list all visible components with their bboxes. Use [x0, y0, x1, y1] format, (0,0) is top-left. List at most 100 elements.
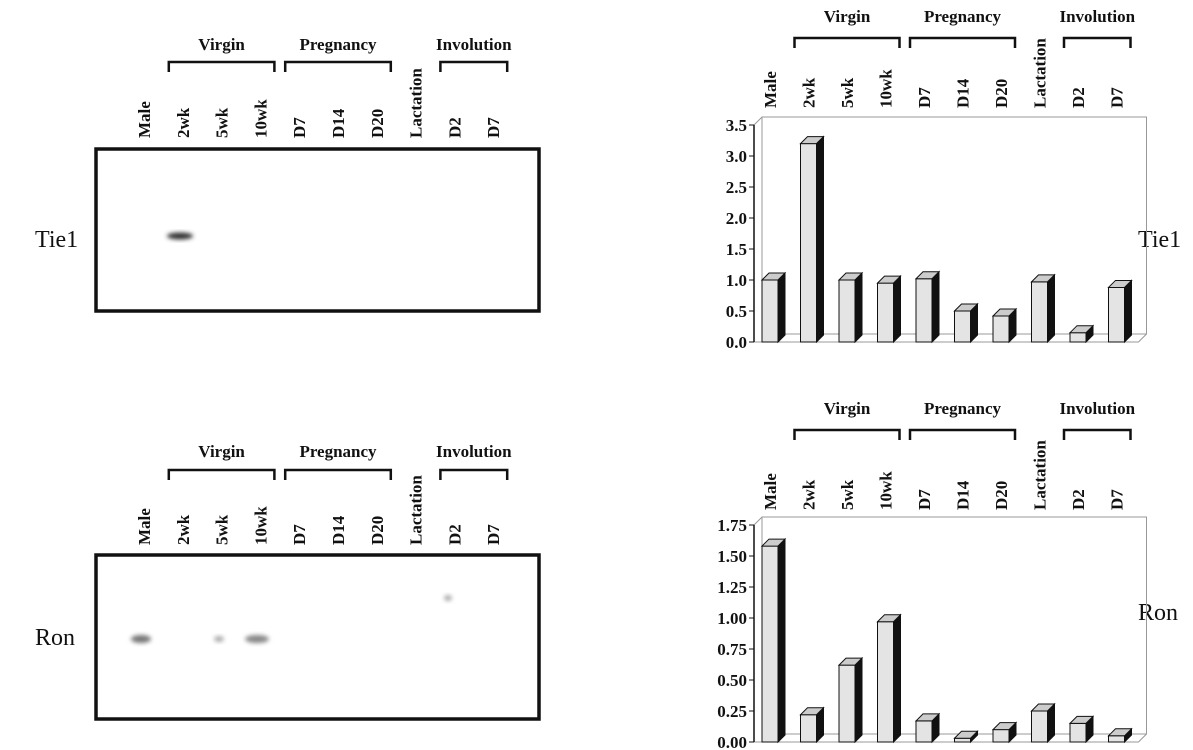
bar — [1032, 282, 1048, 342]
group-label: Involution — [436, 442, 512, 461]
group-bracket — [1064, 430, 1131, 440]
lane-label: Lactation — [407, 68, 426, 138]
lane-label: 10wk — [251, 506, 270, 545]
bar — [1109, 736, 1125, 742]
bar — [993, 730, 1009, 742]
lane-label: D14 — [329, 515, 348, 545]
group-bracket — [910, 38, 1015, 48]
lane-label: D20 — [368, 516, 387, 545]
group-label: Pregnancy — [299, 35, 377, 54]
lane-label: D7 — [484, 117, 503, 138]
lane-label: D2 — [445, 524, 464, 545]
group-bracket — [169, 470, 275, 480]
bar-side — [778, 539, 785, 742]
group-label: Pregnancy — [924, 7, 1002, 26]
lane-label: D2 — [1069, 489, 1088, 510]
lane-label: 10wk — [877, 471, 896, 510]
group-bracket — [795, 430, 900, 440]
y-tick-label: 0.50 — [717, 671, 747, 690]
lane-label: D7 — [290, 524, 309, 545]
group-label: Pregnancy — [299, 442, 377, 461]
bar — [916, 279, 932, 342]
lane-label: D7 — [1108, 87, 1127, 108]
lane-label: Male — [761, 473, 780, 510]
bar-side — [1125, 280, 1132, 342]
bar-side — [778, 273, 785, 342]
group-bracket — [440, 62, 507, 72]
group-label: Virgin — [824, 399, 871, 418]
group-label: Virgin — [198, 35, 245, 54]
lane-label: D14 — [954, 78, 973, 108]
bar — [1032, 711, 1048, 742]
lane-label: D7 — [1108, 489, 1127, 510]
bar-side — [855, 273, 862, 342]
lane-label: D7 — [290, 117, 309, 138]
lane-label: D7 — [484, 524, 503, 545]
bar — [916, 721, 932, 742]
bar — [839, 280, 855, 342]
lane-label: Lactation — [407, 475, 426, 545]
bar — [839, 665, 855, 742]
y-tick-label: 1.25 — [717, 578, 747, 597]
lane-label: 10wk — [251, 99, 270, 138]
group-bracket — [910, 430, 1015, 440]
lane-label: D20 — [992, 79, 1011, 108]
lane-label: D2 — [445, 117, 464, 138]
lane-label: 5wk — [838, 479, 857, 510]
lane-label: 2wk — [174, 107, 193, 138]
blot-band — [444, 595, 452, 601]
group-label: Pregnancy — [924, 399, 1002, 418]
bar — [762, 280, 778, 342]
bar — [878, 622, 894, 742]
y-tick-label: 1.0 — [726, 271, 747, 290]
bar — [1109, 287, 1125, 342]
lane-label: D7 — [915, 489, 934, 510]
y-tick-label: 0.00 — [717, 733, 747, 750]
row-label: Tie1 — [35, 227, 78, 253]
blot-band — [167, 233, 193, 240]
group-bracket — [169, 62, 275, 72]
bar — [1070, 333, 1086, 342]
group-bracket — [285, 470, 391, 480]
lane-label: D20 — [992, 481, 1011, 510]
bar-side — [932, 272, 939, 342]
group-label: Involution — [1059, 399, 1135, 418]
y-tick-label: 2.5 — [726, 178, 747, 197]
y-tick-label: 0.5 — [726, 302, 747, 321]
blot-band — [131, 635, 151, 643]
blot-band — [214, 636, 224, 642]
lane-label: D2 — [1069, 87, 1088, 108]
lane-label: D14 — [329, 108, 348, 138]
bar-side — [894, 276, 901, 342]
group-label: Involution — [436, 35, 512, 54]
y-tick-label: 1.50 — [717, 547, 747, 566]
bar — [801, 144, 817, 342]
bar — [1070, 723, 1086, 742]
y-tick-label: 0.75 — [717, 640, 747, 659]
y-tick-label: 0.25 — [717, 702, 747, 721]
lane-label: Male — [135, 508, 154, 545]
group-bracket — [285, 62, 391, 72]
bar — [955, 738, 971, 742]
lane-label: 2wk — [174, 514, 193, 545]
group-bracket — [1064, 38, 1131, 48]
blot-frame — [96, 149, 539, 311]
y-tick-label: 0.0 — [726, 333, 747, 352]
row-label: Tie1 — [1138, 227, 1181, 253]
bar — [955, 311, 971, 342]
lane-label: 5wk — [213, 514, 232, 545]
group-bracket — [440, 470, 507, 480]
lane-label: 5wk — [838, 77, 857, 108]
lane-label: 2wk — [800, 77, 819, 108]
bar-side — [855, 658, 862, 742]
lane-label: D14 — [954, 480, 973, 510]
lane-label: D7 — [915, 87, 934, 108]
bar-side — [894, 615, 901, 742]
group-label: Involution — [1059, 7, 1135, 26]
lane-label: Lactation — [1031, 440, 1050, 510]
group-label: Virgin — [198, 442, 245, 461]
y-tick-label: 3.0 — [726, 147, 747, 166]
row-label: Ron — [35, 625, 75, 651]
bar — [878, 283, 894, 342]
y-tick-label: 2.0 — [726, 209, 747, 228]
